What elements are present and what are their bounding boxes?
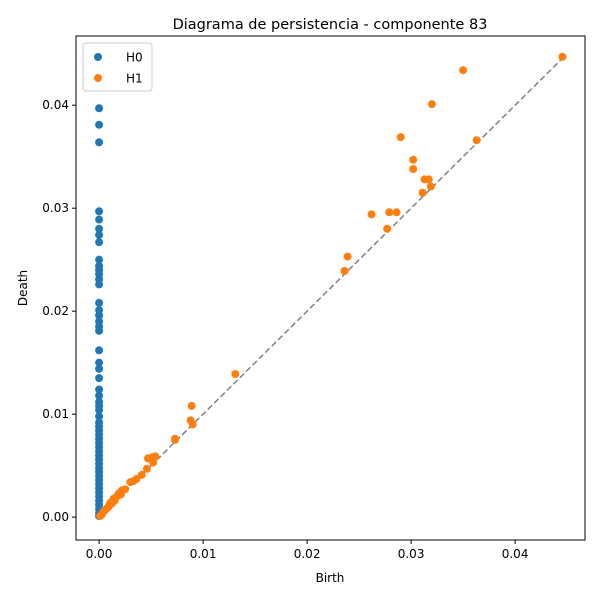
h1-point [428,100,436,108]
y-tick-label: 0.03 [42,201,69,215]
h1-point [96,512,104,520]
h1-point [115,489,123,497]
h1-point [189,420,197,428]
legend-h1-marker [94,74,102,82]
h1-point [129,477,137,485]
y-axis-label: Death [16,270,30,306]
h0-point [95,138,103,146]
h0-point [95,280,103,288]
y-tick-label: 0.04 [42,98,69,112]
h0-point [95,346,103,354]
h0-point [95,299,103,307]
legend-h1-label: H1 [126,72,143,86]
legend-h0-marker [94,53,102,61]
h1-point [368,210,376,218]
h0-point [95,216,103,224]
h1-point [231,370,239,378]
h0-point [95,104,103,112]
h0-point [95,207,103,215]
h0-point [95,327,103,335]
h1-point [103,504,111,512]
h1-point [473,136,481,144]
h1-point [558,53,566,61]
y-tick-label: 0.02 [42,304,69,318]
h1-point [171,436,179,444]
h0-point [95,374,103,382]
h1-point [427,183,435,191]
h0-point [95,121,103,129]
x-axis-label: Birth [316,571,345,585]
h1-point [143,465,151,473]
h1-point [459,66,467,74]
h1-point [409,156,417,164]
h1-point [385,208,393,216]
h1-point [419,189,427,197]
h1-point [409,165,417,173]
h0-point [95,231,103,239]
x-tick-label: 0.02 [294,547,321,561]
h1-point [425,175,433,183]
x-tick-label: 0.00 [86,547,113,561]
h1-point [383,225,391,233]
x-tick-label: 0.04 [502,547,529,561]
legend: H0 H1 [83,43,152,91]
y-tick-label: 0.01 [42,407,69,421]
y-tick-label: 0.00 [42,510,69,524]
h0-point [95,238,103,246]
legend-h0-label: H0 [126,51,143,65]
h0-point [95,365,103,373]
h1-point [344,253,352,261]
h1-point [149,459,157,467]
h1-point [188,402,196,410]
x-tick-label: 0.01 [190,547,217,561]
chart-title: Diagrama de persistencia - componente 83 [173,17,488,33]
x-tick-label: 0.03 [398,547,425,561]
h1-point [341,267,349,275]
h1-point [393,208,401,216]
h1-point [397,133,405,141]
